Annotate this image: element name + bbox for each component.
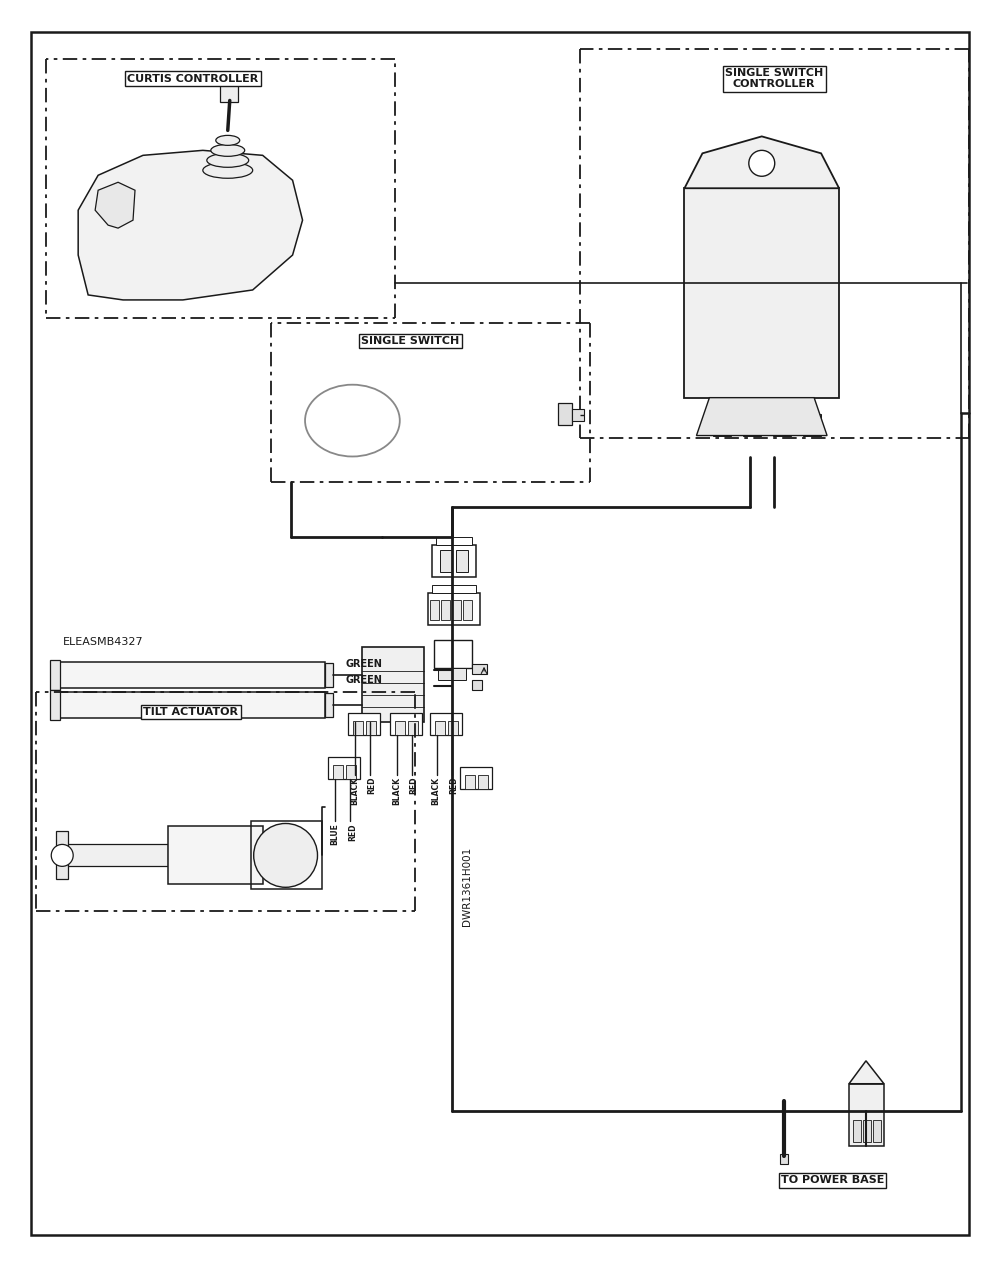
Text: RED: RED	[348, 824, 357, 841]
Text: RED: RED	[367, 777, 376, 794]
Bar	[395, 721, 405, 735]
Text: DWR1361H001: DWR1361H001	[462, 846, 472, 926]
Bar	[478, 774, 488, 788]
Bar	[436, 537, 472, 545]
Bar	[441, 601, 450, 620]
Bar	[325, 663, 333, 687]
Text: BLACK: BLACK	[432, 777, 441, 805]
Bar	[773, 413, 791, 436]
Circle shape	[254, 824, 318, 887]
Bar	[452, 601, 461, 620]
Text: GREEN: GREEN	[345, 659, 382, 669]
Bar	[780, 1153, 788, 1163]
Ellipse shape	[207, 153, 249, 167]
Bar	[408, 721, 418, 735]
Bar	[251, 821, 322, 889]
Polygon shape	[849, 1060, 884, 1083]
Bar	[684, 189, 839, 398]
Bar	[438, 668, 466, 680]
Bar	[430, 713, 462, 735]
Bar	[863, 1120, 871, 1142]
Bar	[472, 680, 482, 689]
Circle shape	[51, 844, 73, 867]
Text: CURTIS CONTROLLER: CURTIS CONTROLLER	[127, 73, 258, 84]
Bar	[434, 640, 472, 668]
Text: ELEASMB4327: ELEASMB4327	[63, 637, 144, 647]
Bar	[558, 403, 572, 424]
Bar	[430, 601, 439, 620]
Polygon shape	[684, 137, 839, 189]
Bar	[328, 756, 360, 779]
Bar	[849, 1083, 884, 1145]
Bar	[432, 545, 476, 578]
Text: TO POWER BASE: TO POWER BASE	[781, 1176, 884, 1186]
Bar	[743, 413, 761, 436]
Text: RED: RED	[450, 777, 459, 794]
Ellipse shape	[211, 144, 245, 156]
Bar	[853, 1120, 861, 1142]
Bar	[220, 76, 238, 103]
Text: BLACK: BLACK	[392, 777, 401, 805]
Ellipse shape	[216, 136, 240, 146]
Polygon shape	[78, 151, 303, 300]
Ellipse shape	[305, 385, 400, 456]
Bar	[572, 409, 584, 421]
Bar	[56, 661, 325, 688]
Bar	[448, 721, 458, 735]
Bar	[803, 413, 821, 436]
Bar	[465, 774, 475, 788]
Bar	[333, 765, 343, 779]
Text: BLUE: BLUE	[330, 824, 339, 845]
Bar	[348, 713, 380, 735]
Bar	[435, 721, 445, 735]
Ellipse shape	[203, 162, 253, 179]
Bar	[346, 765, 356, 779]
Bar	[362, 647, 424, 722]
Bar	[460, 767, 492, 788]
Text: TILT ACTUATOR: TILT ACTUATOR	[143, 707, 238, 717]
Text: SINGLE SWITCH
CONTROLLER: SINGLE SWITCH CONTROLLER	[725, 67, 823, 90]
Bar	[68, 844, 168, 867]
Bar	[873, 1120, 881, 1142]
Polygon shape	[95, 182, 135, 228]
Circle shape	[749, 151, 775, 176]
Bar	[353, 721, 363, 735]
Bar	[456, 550, 468, 573]
Text: SINGLE SWITCH: SINGLE SWITCH	[361, 336, 459, 346]
Text: BLACK: BLACK	[350, 777, 359, 805]
Bar	[472, 664, 487, 674]
Bar	[50, 689, 60, 720]
Bar	[432, 585, 476, 593]
Bar	[713, 413, 731, 436]
Bar	[168, 826, 263, 884]
Bar	[440, 550, 452, 573]
Bar	[428, 593, 480, 625]
Text: RED: RED	[410, 777, 419, 794]
Polygon shape	[696, 398, 827, 436]
Bar	[56, 692, 325, 718]
Bar	[390, 713, 422, 735]
Bar	[50, 660, 60, 689]
Bar	[56, 831, 68, 879]
Bar	[325, 693, 333, 717]
Bar	[463, 601, 472, 620]
Bar	[366, 721, 376, 735]
Text: GREEN: GREEN	[345, 675, 382, 685]
